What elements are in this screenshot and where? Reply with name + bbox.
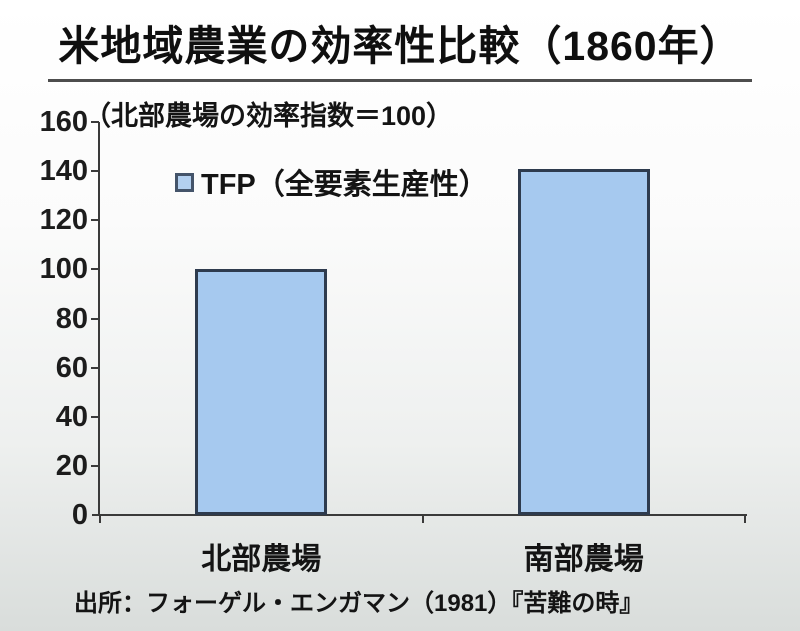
y-tick-label-60: 60 [55,351,88,384]
y-tick-label-140: 140 [39,155,88,188]
y-tick-20 [91,464,99,467]
x-tick-2 [744,515,746,523]
x-category-label-北部農場: 北部農場 [201,543,322,576]
chart-title: 米地域農業の効率性比較（1860年） [48,12,752,82]
x-category-label-南部農場: 南部農場 [523,543,644,576]
chart-subtitle: （北部農場の効率指数＝100） [84,101,454,131]
y-tick-label-40: 40 [55,400,88,433]
y-tick-label-80: 80 [55,302,88,335]
y-tick-160 [91,121,99,123]
y-tick-140 [91,170,99,173]
y-axis-line [98,122,100,516]
y-tick-label-0: 0 [71,499,88,531]
y-tick-100 [91,268,99,271]
source-note: 出所：フォーゲル・エンガマン（1981）『苦難の時』 [74,590,644,617]
y-tick-120 [91,219,99,222]
bar-南部農場 [517,169,650,515]
y-tick-label-160: 160 [39,106,88,138]
legend: TFP（全要素生産性） [175,161,488,203]
y-tick-60 [91,366,99,369]
title-wrap: 米地域農業の効率性比較（1860年） [0,12,800,82]
y-tick-80 [91,317,99,320]
x-tick-0 [99,515,101,523]
x-tick-1 [421,515,424,523]
bar-北部農場 [195,269,328,515]
legend-square-icon [175,172,194,192]
legend-label: TFP（全要素生産性） [201,169,488,201]
y-tick-label-100: 100 [39,253,88,286]
y-tick-40 [91,415,99,418]
y-tick-label-20: 20 [55,449,88,482]
x-axis-line [92,514,747,516]
y-tick-label-120: 120 [39,204,88,237]
